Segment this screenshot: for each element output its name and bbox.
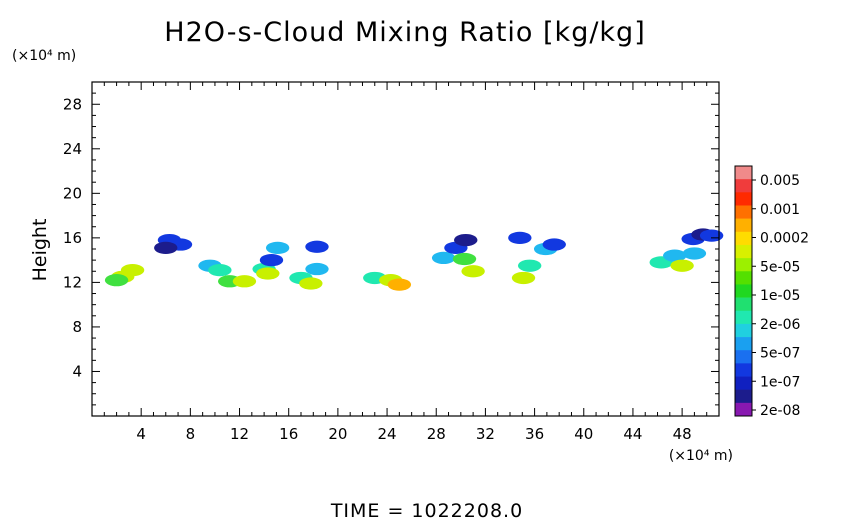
x-tick-label: 32 — [476, 425, 495, 443]
x-tick-label: 36 — [525, 425, 544, 443]
colorbar-swatch — [735, 389, 752, 404]
x-unit-label: (×10⁴ m) — [669, 448, 733, 464]
colorbar-frame — [734, 165, 753, 417]
colorbar-swatch — [735, 337, 752, 351]
field-cell — [542, 238, 566, 251]
colorbar-swatch — [735, 231, 752, 246]
y-tick-label: 4 — [72, 362, 82, 380]
colorbar-swatch — [735, 205, 752, 219]
field-cell — [508, 231, 532, 244]
y-tick-label: 16 — [63, 229, 82, 247]
x-tick-label: 8 — [186, 425, 196, 443]
colorbar-label: 2e-08 — [760, 403, 800, 419]
field-cell — [682, 247, 707, 260]
x-tick-label: 40 — [574, 425, 593, 443]
x-tick-label: 20 — [328, 425, 347, 443]
field-cell — [387, 278, 412, 291]
colorbar-swatch — [735, 166, 752, 180]
colorbar-label: 1e-05 — [760, 288, 800, 304]
x-tick-label: 4 — [136, 425, 146, 443]
colorbar-swatch — [735, 244, 752, 259]
y-axis-label: Height — [29, 219, 51, 282]
field-cell — [431, 251, 456, 265]
field-cell — [699, 229, 724, 242]
x-tick-label: 48 — [673, 425, 692, 443]
field-cell — [454, 233, 478, 247]
colorbar-swatch — [735, 179, 752, 193]
field-cell — [663, 249, 687, 262]
colorbar-swatch — [735, 323, 752, 338]
field-cell — [154, 241, 178, 255]
field-cell — [104, 274, 129, 287]
footer-time: TIME = 1022208.0 — [330, 500, 523, 519]
x-tick-label: 24 — [378, 425, 397, 443]
field-cell — [299, 277, 323, 290]
plot-frame — [91, 81, 720, 417]
colorbar-swatch — [735, 258, 752, 272]
colorbar-label: 0.0002 — [760, 231, 809, 247]
colorbar-swatch — [735, 297, 752, 312]
colorbar-swatch — [735, 284, 752, 298]
x-tick-label: 12 — [230, 425, 249, 443]
field-cell — [120, 264, 145, 277]
y-tick-label: 28 — [63, 95, 82, 113]
y-tick-label: 12 — [63, 273, 82, 291]
colorbar-label: 5e-05 — [760, 259, 800, 275]
field-cell — [208, 264, 232, 277]
colorbar-swatch — [735, 192, 752, 206]
colorbar-swatch — [735, 350, 752, 364]
colorbar-swatch — [735, 363, 752, 377]
colorbar-label: 5e-07 — [760, 346, 800, 362]
field-cell — [511, 271, 536, 285]
plot-field — [104, 228, 724, 291]
y-unit-label: (×10⁴ m) — [12, 48, 76, 64]
field-cell — [670, 259, 694, 272]
colorbar-label: 0.005 — [760, 173, 800, 189]
colorbar-label: 1e-07 — [760, 374, 800, 390]
x-tick-label: 44 — [623, 425, 642, 443]
field-cell — [452, 252, 477, 266]
colorbar-swatch — [735, 310, 752, 325]
colorbar-label: 0.001 — [760, 202, 800, 218]
field-cell — [305, 240, 329, 253]
colorbar-swatch — [735, 271, 752, 285]
colorbar-swatch — [735, 218, 752, 233]
field-cell — [232, 275, 257, 288]
field-cell — [256, 267, 280, 280]
field-cell — [517, 259, 542, 272]
y-tick-label: 8 — [72, 318, 82, 336]
chart-title: H2O-s-Cloud Mixing Ratio [kg/kg] — [164, 17, 645, 48]
field-cell — [305, 262, 329, 276]
axis-ticks — [92, 82, 719, 416]
x-tick-label: 28 — [427, 425, 446, 443]
colorbar-swatch — [735, 402, 752, 417]
colorbar-label: 2e-06 — [760, 317, 800, 333]
field-cell — [259, 254, 284, 267]
y-tick-label: 24 — [63, 140, 82, 158]
colorbar-swatch — [735, 376, 752, 390]
field-cell — [461, 265, 485, 278]
x-tick-label: 16 — [279, 425, 298, 443]
colorbar: 0.005 0.001 0.0002 5e-05 1e-05 2e-06 5e-07 1e-0… — [734, 165, 809, 419]
y-tick-label: 20 — [63, 184, 82, 202]
field-cell — [265, 241, 290, 255]
